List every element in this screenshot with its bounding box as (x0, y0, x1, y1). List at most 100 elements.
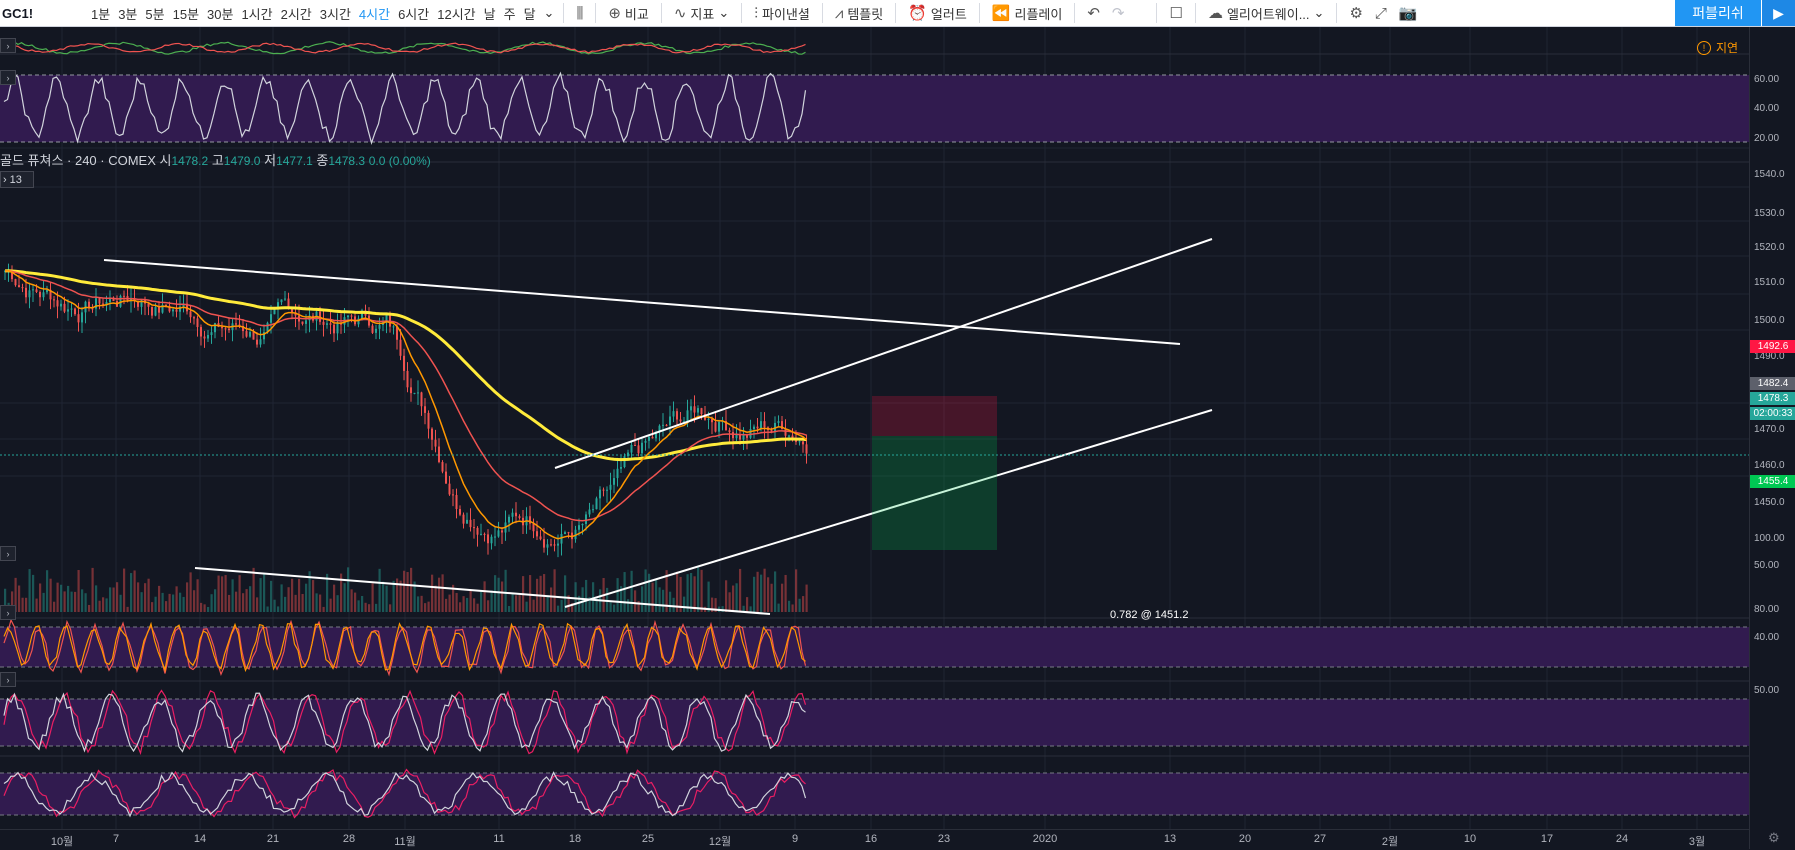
interval-5m[interactable]: 5분 (145, 6, 165, 22)
interval-1h[interactable]: 1시간 (241, 6, 273, 22)
candle-body (595, 498, 598, 510)
interval-6h[interactable]: 6시간 (398, 6, 430, 22)
candle-body (431, 428, 433, 440)
interval-15m[interactable]: 15분 (172, 6, 200, 22)
candle-body (599, 489, 601, 499)
volume-bar (459, 602, 462, 612)
interval-day[interactable]: 날 (483, 6, 496, 22)
interval-1m[interactable]: 1분 (91, 6, 111, 22)
symbol-label[interactable]: GC1! (2, 5, 34, 21)
candle-body (21, 287, 24, 289)
candle-body (735, 434, 738, 439)
candle-body (770, 430, 773, 432)
collapse-pane-3[interactable]: › (0, 546, 16, 561)
interval-4h[interactable]: 4시간 (358, 6, 391, 22)
interval-week[interactable]: 주 (503, 6, 516, 22)
volume-bar (144, 583, 147, 612)
candle-body (466, 519, 468, 524)
volume-bar (287, 587, 290, 612)
rsi-tick: 40.00 (1754, 103, 1780, 114)
candle-body (224, 328, 227, 330)
replay-button[interactable]: ⏪ 리플레이 (986, 4, 1069, 23)
volume-bar (616, 578, 619, 612)
snapshot-button[interactable]: 📷 (1393, 4, 1424, 22)
indicator-count-badge[interactable]: › 13 (0, 171, 34, 188)
chart-type-button[interactable]: ⫼ (570, 5, 589, 22)
candle-body (686, 410, 689, 422)
divider (821, 3, 823, 23)
volume-bar (406, 572, 409, 612)
settings-button[interactable]: ⚙ (1343, 4, 1368, 22)
candle-body (679, 419, 682, 422)
divider (660, 3, 662, 23)
candle-body (672, 411, 675, 417)
stoch-tick: 50.00 (1754, 560, 1780, 571)
expand-button[interactable]: ⤢ (1369, 5, 1393, 22)
time-tick: 2020 (1032, 833, 1058, 845)
series-legend: 골드 퓨쳐스 · 240 · COMEX 시1478.2 고1479.0 저14… (0, 150, 431, 169)
legend-low-label: 저 (264, 153, 277, 168)
candle-body (98, 298, 101, 304)
collapse-pane-5[interactable]: › (0, 672, 16, 687)
volume-bar (497, 577, 500, 612)
candle-body (256, 339, 258, 345)
candle-body (732, 432, 734, 439)
candle-body (214, 323, 216, 333)
compare-button[interactable]: ⊕ 비교 (602, 4, 655, 23)
alert-button[interactable]: ⏰ 얼러트 (902, 4, 973, 23)
volume-bar (172, 594, 175, 612)
indicator-count: 13 (9, 173, 22, 186)
volume-bar (308, 571, 311, 612)
indicators-button[interactable]: ∿ 지표 ⌄ (668, 4, 735, 23)
layout-menu-button[interactable]: ☁ 엘리어트웨이... ⌄ (1202, 4, 1331, 23)
candle-body (175, 309, 178, 312)
legend-high: 1479.0 (223, 154, 261, 168)
delay-indicator[interactable]: ! 지연 (1697, 39, 1738, 56)
candle-body (434, 439, 437, 447)
volume-bar (721, 606, 724, 612)
collapse-pane-4[interactable]: › (0, 605, 16, 620)
volume-bar (102, 597, 105, 612)
interval-3m[interactable]: 3분 (118, 6, 138, 22)
candle-body (634, 444, 636, 446)
fullscreen-layout-button[interactable]: ☐ (1163, 4, 1188, 22)
volume-bar (11, 591, 14, 612)
interval-12h[interactable]: 12시간 (437, 6, 476, 22)
price-axis[interactable]: 60.00 40.00 20.00 1540.0 1530.0 1520.0 1… (1749, 27, 1795, 849)
volume-bar (91, 567, 94, 612)
candle-body (455, 495, 458, 510)
candle-body (105, 302, 108, 305)
candle-body (676, 411, 678, 420)
candle-body (172, 309, 174, 312)
time-tick: 12월 (708, 836, 732, 848)
financials-button[interactable]: ⫶ 파이낸셜 (748, 4, 816, 23)
interval-30m[interactable]: 30분 (207, 6, 234, 22)
collapse-pane-1[interactable]: › (0, 38, 16, 53)
volume-bar (333, 584, 336, 612)
templates-button[interactable]: ⩘ 템플릿 (829, 4, 889, 23)
interval-month[interactable]: 달 (523, 6, 536, 22)
chevron-down-icon[interactable]: ⌄ (543, 5, 555, 20)
candle-body (228, 328, 230, 331)
financials-label: 파이낸셜 (762, 6, 810, 22)
volume-bar (630, 570, 633, 612)
redo-button[interactable]: ↷ (1106, 4, 1131, 22)
bar-countdown: 02:00:33 (1750, 407, 1795, 420)
gear-icon[interactable]: ⚙ (1768, 830, 1780, 845)
candle-body (805, 444, 808, 454)
interval-2h[interactable]: 2시간 (280, 6, 312, 22)
price-tag-target: 1455.4 (1750, 475, 1795, 488)
volume-bar (298, 578, 301, 612)
volume-bar (46, 570, 49, 612)
interval-3h[interactable]: 3시간 (319, 6, 351, 22)
candle-body (441, 462, 444, 472)
time-axis[interactable]: 10월 7 14 21 28 11월 11 18 25 12월 9 16 23 … (0, 829, 1749, 850)
volume-bar (39, 583, 42, 612)
volume-bar (595, 598, 598, 612)
undo-button[interactable]: ↶ (1081, 4, 1106, 22)
collapse-pane-2[interactable]: › (0, 70, 16, 85)
publish-button[interactable]: 퍼블리쉬 (1675, 0, 1761, 26)
play-icon[interactable]: ▶ (1762, 0, 1795, 26)
candle-body (620, 467, 622, 469)
chart-canvas[interactable]: 0.782 @ 1451.2 (0, 27, 1749, 849)
